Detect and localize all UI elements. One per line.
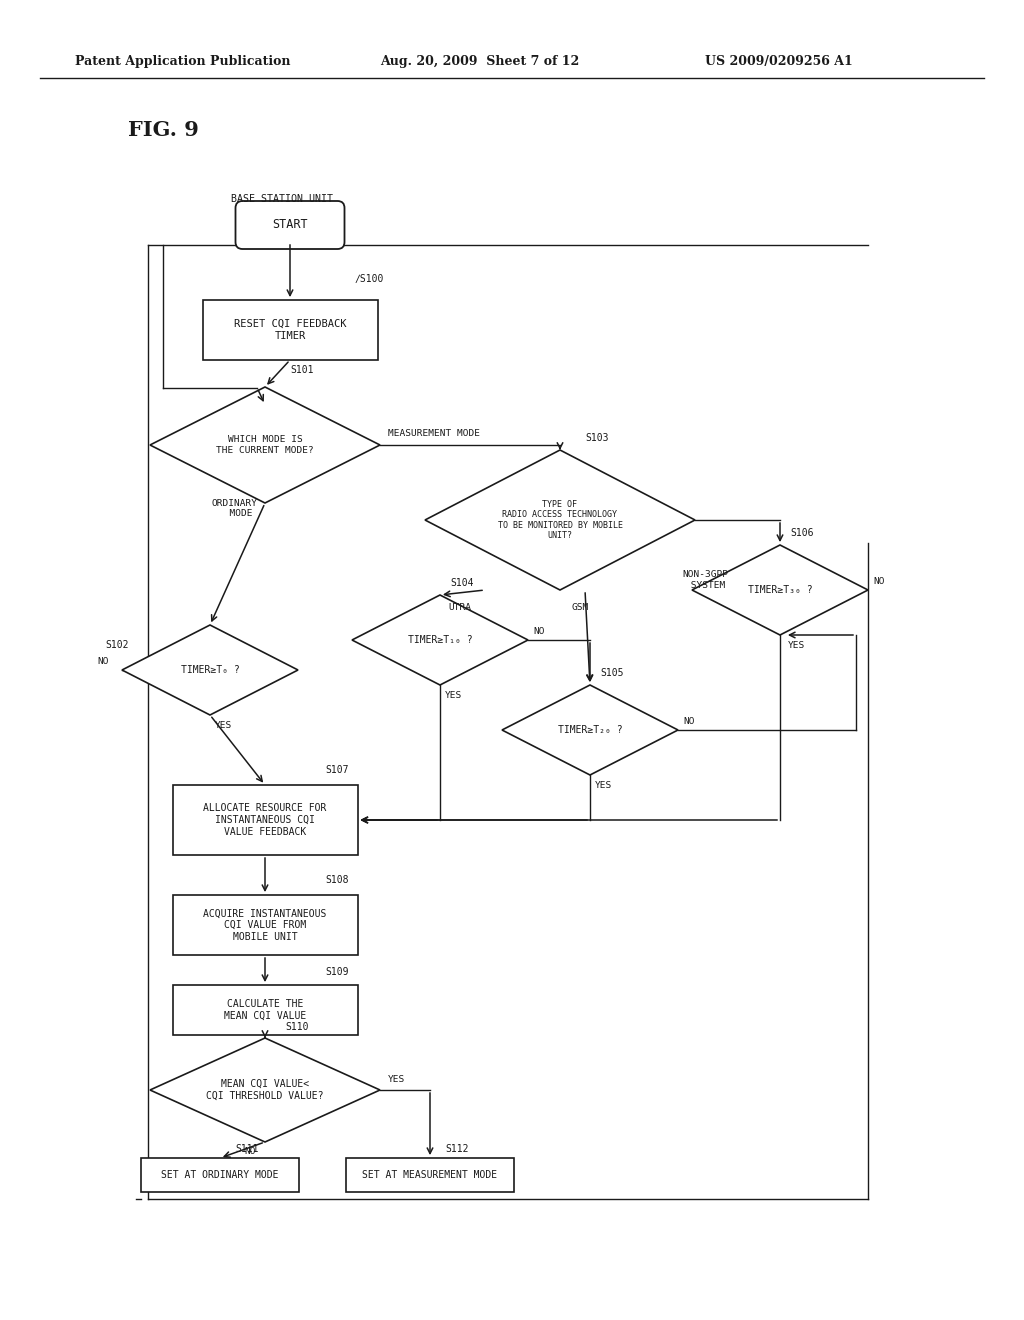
Text: SET AT ORDINARY MODE: SET AT ORDINARY MODE	[161, 1170, 279, 1180]
Text: ALLOCATE RESOURCE FOR
INSTANTANEOUS CQI
VALUE FEEDBACK: ALLOCATE RESOURCE FOR INSTANTANEOUS CQI …	[204, 804, 327, 837]
Text: US 2009/0209256 A1: US 2009/0209256 A1	[705, 55, 853, 69]
Text: S112: S112	[445, 1144, 469, 1154]
Text: NO: NO	[873, 578, 885, 586]
Text: FIG. 9: FIG. 9	[128, 120, 199, 140]
Text: S110: S110	[285, 1022, 308, 1032]
FancyBboxPatch shape	[172, 895, 357, 954]
Text: S102: S102	[105, 640, 128, 649]
FancyBboxPatch shape	[346, 1158, 514, 1192]
Polygon shape	[425, 450, 695, 590]
Text: BASE STATION UNIT: BASE STATION UNIT	[231, 194, 333, 205]
FancyBboxPatch shape	[141, 1158, 299, 1192]
Text: RESET CQI FEEDBACK
TIMER: RESET CQI FEEDBACK TIMER	[233, 319, 346, 341]
Text: S108: S108	[325, 875, 348, 884]
Polygon shape	[502, 685, 678, 775]
Polygon shape	[122, 624, 298, 715]
Text: TIMER≥T₀ ?: TIMER≥T₀ ?	[180, 665, 240, 675]
Text: Patent Application Publication: Patent Application Publication	[75, 55, 291, 69]
Text: S103: S103	[585, 433, 608, 444]
Text: S111: S111	[234, 1144, 258, 1154]
Text: NO: NO	[683, 718, 694, 726]
FancyBboxPatch shape	[172, 985, 357, 1035]
Text: START: START	[272, 219, 308, 231]
Text: YES: YES	[445, 690, 462, 700]
Text: NON-3GPP
 SYSTEM: NON-3GPP SYSTEM	[682, 570, 728, 590]
FancyBboxPatch shape	[203, 300, 378, 360]
Text: WHICH MODE IS
THE CURRENT MODE?: WHICH MODE IS THE CURRENT MODE?	[216, 436, 314, 454]
Text: ORDINARY
  MODE: ORDINARY MODE	[212, 499, 258, 517]
Text: S106: S106	[790, 528, 813, 539]
Text: Aug. 20, 2009  Sheet 7 of 12: Aug. 20, 2009 Sheet 7 of 12	[380, 55, 580, 69]
Text: CALCULATE THE
MEAN CQI VALUE: CALCULATE THE MEAN CQI VALUE	[224, 999, 306, 1020]
Text: S105: S105	[600, 668, 624, 678]
Text: SET AT MEASUREMENT MODE: SET AT MEASUREMENT MODE	[362, 1170, 498, 1180]
FancyBboxPatch shape	[236, 201, 344, 249]
Text: MEAN CQI VALUE<
CQI THRESHOLD VALUE?: MEAN CQI VALUE< CQI THRESHOLD VALUE?	[206, 1080, 324, 1101]
Text: NO: NO	[534, 627, 545, 636]
Polygon shape	[150, 387, 380, 503]
Text: TIMER≥T₁₀ ?: TIMER≥T₁₀ ?	[408, 635, 472, 645]
Text: YES: YES	[788, 640, 805, 649]
Text: TIMER≥T₂₀ ?: TIMER≥T₂₀ ?	[558, 725, 623, 735]
Text: YES: YES	[215, 721, 232, 730]
Text: YES: YES	[595, 780, 612, 789]
Text: S107: S107	[325, 766, 348, 775]
Text: ACQUIRE INSTANTANEOUS
CQI VALUE FROM
MOBILE UNIT: ACQUIRE INSTANTANEOUS CQI VALUE FROM MOB…	[204, 908, 327, 941]
Text: MEASUREMENT MODE: MEASUREMENT MODE	[388, 429, 480, 437]
Text: TIMER≥T₃₀ ?: TIMER≥T₃₀ ?	[748, 585, 812, 595]
Text: ∕S100: ∕S100	[355, 273, 384, 282]
FancyBboxPatch shape	[172, 785, 357, 855]
Polygon shape	[352, 595, 528, 685]
Text: S109: S109	[325, 968, 348, 977]
Text: TYPE OF
RADIO ACCESS TECHNOLOGY
TO BE MONITORED BY MOBILE
UNIT?: TYPE OF RADIO ACCESS TECHNOLOGY TO BE MO…	[498, 500, 623, 540]
Polygon shape	[150, 1038, 380, 1142]
Text: YES: YES	[388, 1076, 406, 1085]
Polygon shape	[692, 545, 868, 635]
Text: S104: S104	[450, 578, 473, 587]
Text: UTRA: UTRA	[449, 603, 471, 612]
Text: S101: S101	[290, 366, 313, 375]
Text: NO: NO	[245, 1147, 256, 1156]
Text: NO: NO	[97, 657, 109, 667]
Text: GSM: GSM	[571, 603, 589, 612]
